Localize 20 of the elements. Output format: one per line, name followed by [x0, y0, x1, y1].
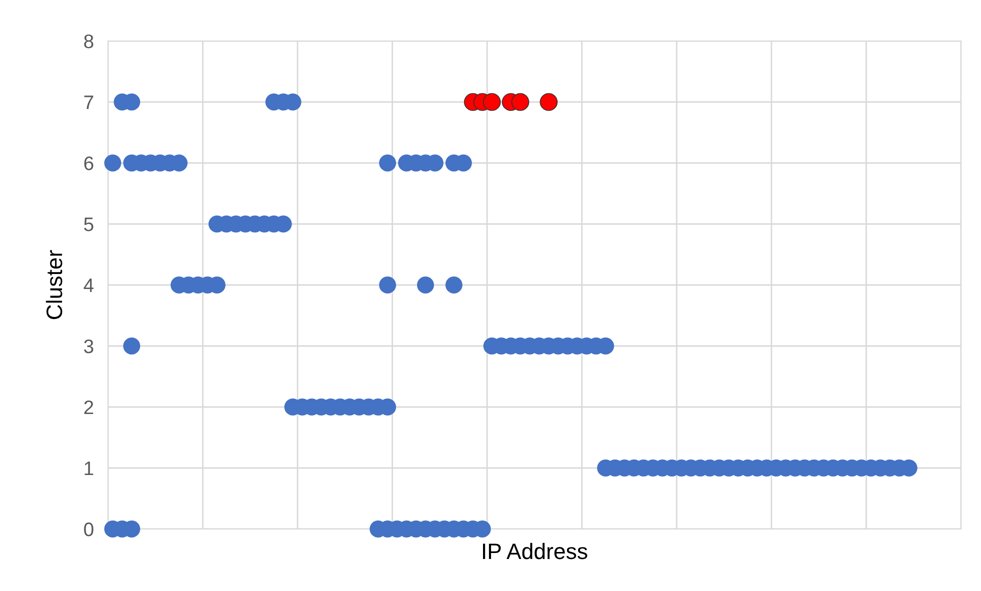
point	[379, 276, 396, 294]
y-tick-label: 8	[84, 34, 94, 48]
y-tick-label: 7	[84, 96, 94, 110]
y-axis-title: Cluster	[46, 250, 62, 320]
point	[104, 154, 122, 172]
point	[417, 276, 434, 294]
y-tick-label: 4	[84, 278, 94, 292]
y-tick-label: 1	[84, 462, 94, 476]
point	[540, 93, 558, 111]
point	[482, 93, 501, 111]
y-tick-label: 6	[84, 156, 94, 170]
point	[123, 337, 140, 355]
y-tick-label: 3	[84, 339, 94, 354]
point	[445, 276, 462, 294]
point	[379, 154, 396, 172]
y-tick-label: 2	[84, 400, 94, 414]
x-axis-title: IP Address	[483, 542, 588, 560]
y-tick-label: 5	[84, 218, 94, 232]
point	[511, 93, 530, 111]
y-tick-label: 0	[84, 522, 94, 536]
